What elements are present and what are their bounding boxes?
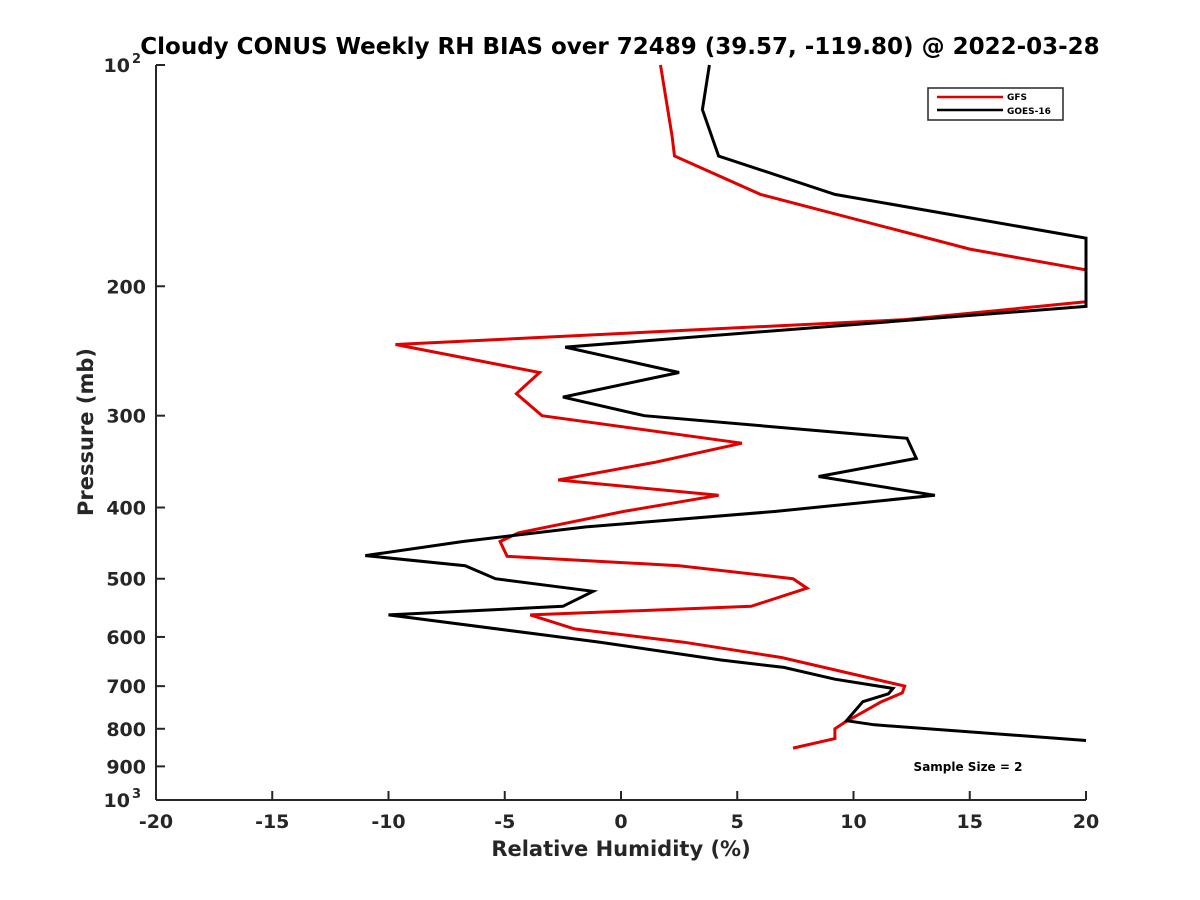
plot-area: -20 -15 -10 -5 0 5 10 15 20 10 220030040050060070… bbox=[104, 52, 1100, 833]
y-tick-label: 500 bbox=[106, 569, 146, 591]
x-tick-label: -5 bbox=[494, 811, 515, 833]
x-tick-label: 10 bbox=[840, 811, 866, 833]
x-tick-label: -15 bbox=[255, 811, 289, 833]
legend: GFS GOES-16 bbox=[927, 87, 1064, 121]
chart-title: Cloudy CONUS Weekly RH BIAS over 72489 (… bbox=[140, 34, 1099, 60]
series-line-gfs bbox=[395, 64, 1088, 750]
y-tick-label: 700 bbox=[106, 676, 146, 698]
legend-label-gfs: GFS bbox=[1007, 93, 1027, 103]
y-tick-label: 200 bbox=[106, 276, 146, 298]
x-tick-label: 20 bbox=[1073, 811, 1099, 833]
y-tick-label: 400 bbox=[106, 498, 146, 520]
y-tick-exponent: 3 bbox=[132, 787, 141, 802]
series-line-goes16 bbox=[365, 64, 1088, 742]
y-tick-exponent: 2 bbox=[132, 52, 141, 67]
x-axis-ticks: -20 -15 -10 -5 0 5 10 15 20 bbox=[139, 791, 1099, 833]
y-tick-label: 10 bbox=[104, 790, 130, 812]
x-axis-label: Relative Humidity (%) bbox=[491, 837, 750, 861]
legend-box bbox=[927, 87, 1064, 121]
y-tick-label: 800 bbox=[106, 719, 146, 741]
y-tick-label: 10 bbox=[104, 55, 130, 77]
y-tick-label: 600 bbox=[106, 627, 146, 649]
x-tick-label: 5 bbox=[731, 811, 744, 833]
y-tick-label: 300 bbox=[106, 406, 146, 428]
x-tick-label: 15 bbox=[957, 811, 983, 833]
series-lines bbox=[365, 64, 1088, 750]
x-tick-label: -20 bbox=[139, 811, 173, 833]
legend-label-goes16: GOES-16 bbox=[1007, 107, 1051, 117]
sample-size-annotation: Sample Size = 2 bbox=[914, 760, 1023, 774]
y-axis-label: Pressure (mb) bbox=[74, 348, 98, 516]
y-tick-label: 900 bbox=[106, 756, 146, 778]
x-tick-label: -10 bbox=[371, 811, 405, 833]
x-tick-label: 0 bbox=[614, 811, 627, 833]
